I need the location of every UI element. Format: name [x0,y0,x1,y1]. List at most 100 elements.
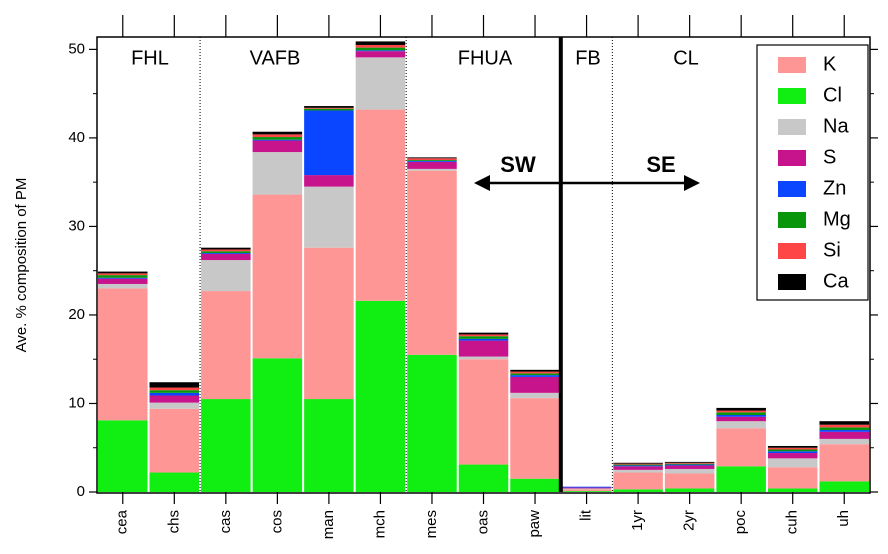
bar-segment [98,278,148,284]
bar-segment [613,465,663,467]
bar-segment [458,359,509,465]
bar-segment [613,464,663,466]
bar-segment [304,399,354,492]
legend-label: Zn [823,177,846,199]
bar-segment [98,283,148,289]
bar-segment [98,273,148,276]
bar-segment [819,427,869,431]
group-label: FB [575,47,601,69]
bar-segment [98,275,148,278]
bar-segment [767,451,818,454]
y-tick-label: 30 [68,217,85,234]
bar-segment [716,414,766,417]
bar-segment [304,108,354,111]
bar-segment [458,332,509,335]
bar-segment [355,41,406,45]
bar-segment [716,412,766,415]
bar-segment [201,291,251,400]
bar-segment [510,375,560,377]
bar-segment [561,488,612,490]
bar-segment [407,157,457,159]
bar-segment [664,464,715,466]
bar-segment [407,161,457,169]
y-tick-label: 10 [68,394,85,411]
x-tick-label: chs [165,510,182,533]
group-label: FHL [131,47,169,69]
bar-segment [458,340,509,357]
bar-segment [407,158,457,161]
bar-segment [510,371,560,374]
x-tick-label: mch [371,510,388,538]
bar-segment [201,399,251,492]
arrow-head [684,175,700,191]
legend-swatch [778,181,806,197]
bar-segment [304,186,354,248]
bar-segment [561,491,612,492]
group-label: VAFB [250,47,301,69]
bar-segment [252,140,303,153]
bar-segment [767,458,818,468]
bar-segment [510,398,560,479]
bar-segment [613,472,663,490]
bar-segment [819,438,869,445]
bar-segment [201,249,251,252]
legend-swatch [778,119,806,135]
bar-segment [355,57,406,110]
x-tick-label: 1yr [629,510,646,531]
bar-segment [252,152,303,195]
bar-segment [767,467,818,489]
bar-segment [613,463,663,465]
bar-segment [819,431,869,439]
bar-segment [767,449,818,452]
bar-segment [510,392,560,399]
legend-swatch [778,212,806,228]
legend-box [756,44,869,301]
bar-segment [716,410,766,413]
bar-segment [716,407,766,411]
bar-segment [201,247,251,250]
bar-segment [664,468,715,474]
bar-segment [149,392,200,396]
group-label: FHUA [458,47,513,69]
bar-segment [355,50,406,52]
x-tick-label: cos [268,510,285,533]
bar-segment [407,160,457,162]
bar-segment [767,447,818,450]
legend-label: K [823,53,837,75]
bar-segment [252,137,303,140]
bar-segment [98,288,148,421]
bar-segment [767,445,818,448]
bar-segment [149,472,200,492]
y-tick-label: 0 [77,483,85,500]
bar-segment [355,51,406,58]
bar-segment [252,139,303,141]
x-tick-label: mes [423,510,440,538]
bar-segment [252,358,303,492]
legend-label: Cl [823,84,842,106]
bar-segment [149,408,200,473]
y-tick-label: 50 [68,40,85,57]
bar-segment [407,170,457,355]
x-tick-label: lit [578,509,595,521]
bar-segment [355,109,406,301]
bar-segment [716,416,766,422]
bar-segment [664,465,715,469]
bar-segment [407,160,457,161]
legend-label: Mg [823,208,851,230]
legend-label: Ca [823,270,849,292]
bar-segment [458,356,509,360]
bar-segment [561,486,612,488]
direction-label: SE [646,152,675,177]
bar-segment [201,260,251,292]
bar-segment [819,424,869,428]
x-tick-label: man [320,510,337,539]
bar-segment [149,395,200,403]
legend-label: Na [823,115,849,137]
bar-segment [304,175,354,187]
bar-segment [407,354,457,492]
bar-segment [664,488,715,492]
bar-segment [355,47,406,51]
legend-label: S [823,146,836,168]
bar-segment [664,463,715,465]
bar-segment [201,253,251,261]
